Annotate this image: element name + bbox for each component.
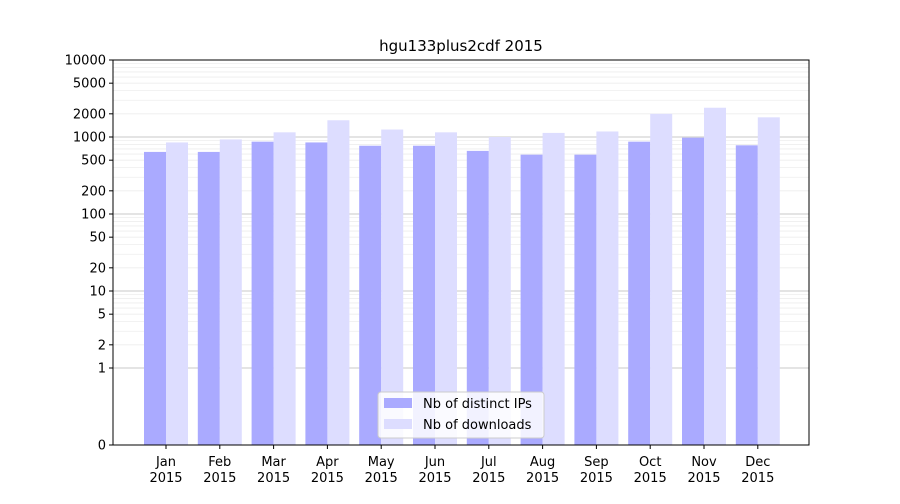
x-tick-label-year: 2015 bbox=[741, 471, 774, 486]
y-tick-label: 5000 bbox=[73, 77, 106, 92]
bar-downloads bbox=[757, 117, 780, 445]
bar-downloads bbox=[219, 139, 242, 445]
x-tick-label-month: Apr bbox=[316, 455, 339, 470]
bars bbox=[144, 107, 780, 446]
y-tick-label: 100 bbox=[81, 208, 106, 223]
x-tick-label-year: 2015 bbox=[634, 471, 667, 486]
legend-swatch bbox=[384, 419, 412, 429]
x-tick-label-year: 2015 bbox=[257, 471, 290, 486]
bar-distinct-ips bbox=[682, 137, 704, 445]
bar-distinct-ips bbox=[359, 145, 382, 445]
plot-area-frame bbox=[112, 59, 810, 446]
bar-distinct-ips bbox=[735, 145, 758, 445]
bar-distinct-ips bbox=[144, 151, 166, 446]
bar-distinct-ips bbox=[197, 151, 220, 446]
x-tick-label-year: 2015 bbox=[365, 471, 398, 486]
bar-downloads bbox=[704, 107, 726, 446]
bar-distinct-ips bbox=[628, 141, 651, 445]
x-tick-label-year: 2015 bbox=[149, 471, 182, 486]
x-tick-label-month: Dec bbox=[745, 455, 770, 470]
x-tick-label-month: May bbox=[368, 455, 395, 470]
x-tick-label-month: Feb bbox=[208, 455, 231, 470]
bar-downloads bbox=[381, 129, 404, 445]
bar-downloads bbox=[435, 132, 457, 445]
y-tick-label: 1 bbox=[98, 362, 106, 377]
x-tick-label-month: Mar bbox=[261, 455, 286, 470]
bar-downloads bbox=[273, 132, 296, 445]
x-tick-label-year: 2015 bbox=[203, 471, 236, 486]
y-axis: 0 1 2 5 10 20 50 100 200 500 1000 2000 5000 10000 bbox=[65, 54, 113, 454]
bar-downloads bbox=[542, 132, 565, 445]
y-tick-label: 200 bbox=[81, 184, 106, 199]
y-tick-label: 20 bbox=[89, 261, 106, 276]
legend-box bbox=[377, 391, 545, 439]
y-tick-label: 2000 bbox=[73, 107, 106, 122]
bar-distinct-ips bbox=[413, 145, 435, 445]
bar-downloads bbox=[327, 120, 350, 446]
legend-swatch bbox=[384, 398, 412, 408]
y-tick-label: 50 bbox=[89, 231, 106, 246]
bar-distinct-ips bbox=[251, 141, 274, 445]
bar-downloads bbox=[596, 131, 619, 445]
x-tick-label-year: 2015 bbox=[472, 471, 505, 486]
x-tick-label-year: 2015 bbox=[526, 471, 559, 486]
x-tick-label-year: 2015 bbox=[418, 471, 451, 486]
x-tick-label-month: Sep bbox=[584, 455, 609, 470]
legend-label: Nb of downloads bbox=[423, 418, 532, 433]
bar-downloads bbox=[488, 137, 511, 445]
bar-downloads bbox=[650, 113, 673, 446]
x-tick-label-month: Oct bbox=[639, 455, 661, 470]
x-tick-label-month: Jun bbox=[424, 455, 445, 470]
bar-distinct-ips bbox=[520, 154, 543, 445]
legend: Nb of distinct IPs Nb of downloads bbox=[377, 391, 545, 439]
x-tick-label-year: 2015 bbox=[580, 471, 613, 486]
chart-title: hgu133plus2cdf 2015 bbox=[379, 37, 543, 55]
legend-label: Nb of distinct IPs bbox=[423, 397, 532, 412]
x-tick-label-year: 2015 bbox=[311, 471, 344, 486]
x-tick-label-month: Jul bbox=[480, 455, 497, 470]
y-tick-label: 10000 bbox=[65, 54, 106, 69]
x-tick-label-month: Jan bbox=[155, 455, 176, 470]
x-axis: Jan2015Feb2015Mar2015Apr2015May2015Jun20… bbox=[149, 445, 774, 486]
bar-distinct-ips bbox=[574, 154, 597, 445]
y-tick-label: 1000 bbox=[73, 131, 106, 146]
x-tick-label-year: 2015 bbox=[687, 471, 720, 486]
x-tick-label-month: Aug bbox=[530, 455, 555, 470]
bar-downloads bbox=[166, 142, 188, 445]
y-tick-label: 500 bbox=[81, 154, 106, 169]
y-tick-label: 0 bbox=[98, 439, 106, 454]
bar-distinct-ips bbox=[305, 142, 328, 445]
y-tick-label: 2 bbox=[98, 338, 106, 353]
y-tick-label: 10 bbox=[89, 285, 106, 300]
bar-distinct-ips bbox=[466, 150, 489, 445]
x-tick-label-month: Nov bbox=[691, 455, 717, 470]
y-tick-label: 5 bbox=[98, 308, 106, 323]
